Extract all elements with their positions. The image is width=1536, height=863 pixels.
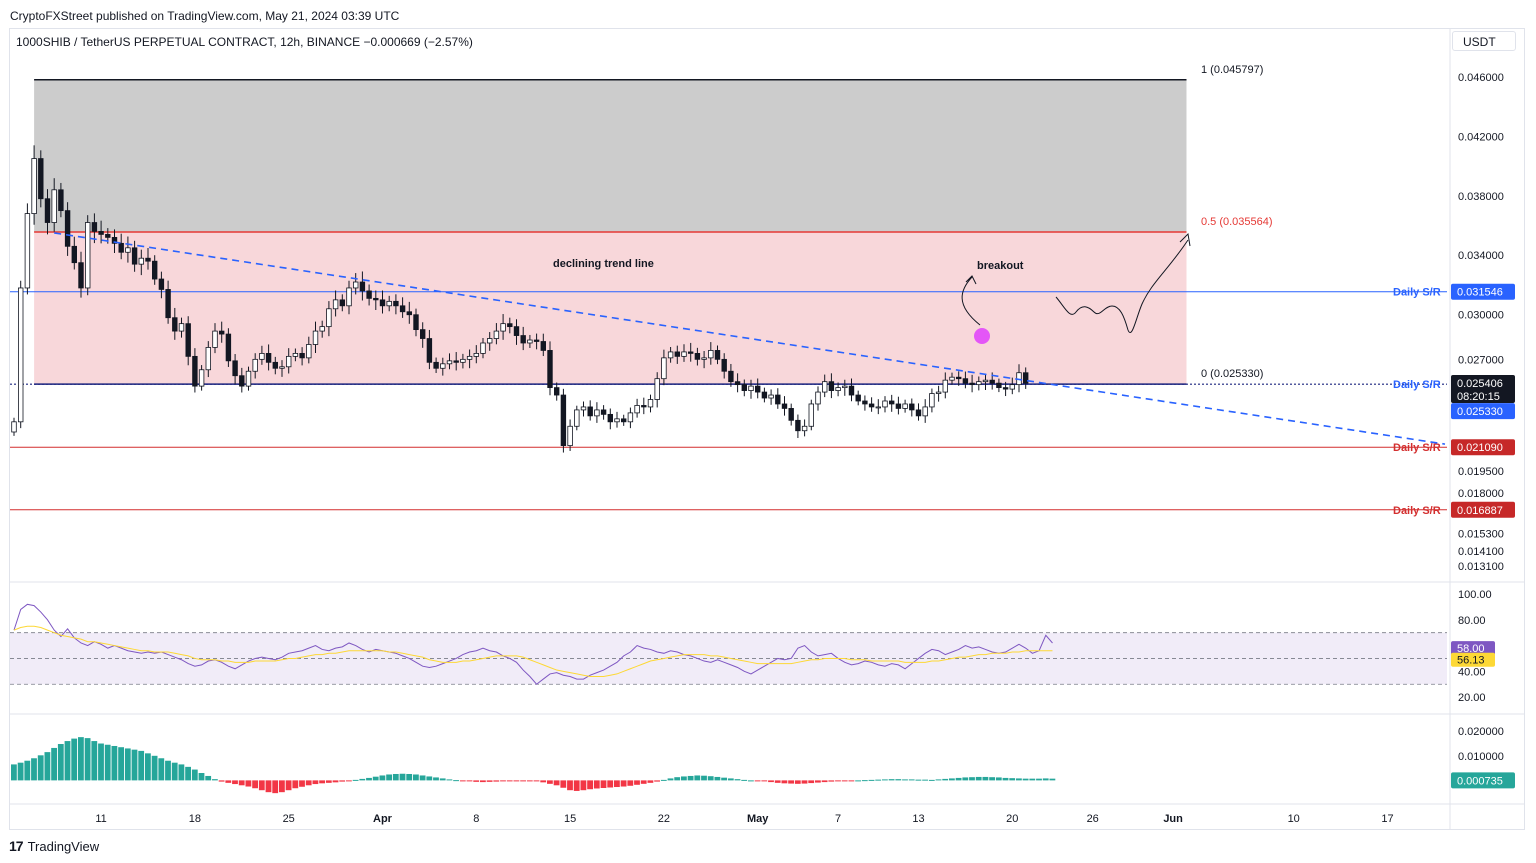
chart-frame xyxy=(9,28,1525,830)
tradingview-logo[interactable]: 17 TradingView xyxy=(9,838,99,854)
symbol-legend[interactable]: 1000SHIB / TetherUS PERPETUAL CONTRACT, … xyxy=(16,35,473,49)
symbol-change: −0.000669 (−2.57%) xyxy=(363,35,473,49)
tradingview-wordmark: TradingView xyxy=(27,838,100,854)
publisher-line: CryptoFXStreet published on TradingView.… xyxy=(10,9,400,23)
symbol-name: 1000SHIB / TetherUS PERPETUAL CONTRACT, … xyxy=(16,35,361,49)
tradingview-logo-icon: 17 xyxy=(9,838,24,854)
currency-button[interactable]: USDT xyxy=(1452,31,1516,51)
